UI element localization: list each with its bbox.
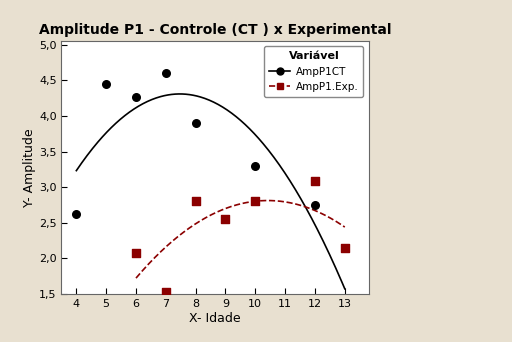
Point bbox=[132, 94, 140, 100]
Point bbox=[191, 199, 200, 204]
Point bbox=[251, 199, 260, 204]
Title: Amplitude P1 - Controle (CT ) x Experimental: Amplitude P1 - Controle (CT ) x Experime… bbox=[39, 23, 391, 37]
Point bbox=[340, 245, 349, 251]
Point bbox=[162, 289, 170, 295]
Y-axis label: Y- Amplitude: Y- Amplitude bbox=[23, 128, 36, 207]
Point bbox=[311, 202, 319, 208]
Point bbox=[191, 120, 200, 126]
Point bbox=[251, 163, 260, 169]
Point bbox=[162, 70, 170, 76]
Point bbox=[132, 251, 140, 256]
Point bbox=[221, 216, 229, 222]
Point bbox=[311, 178, 319, 184]
X-axis label: X- Idade: X- Idade bbox=[189, 312, 241, 325]
Point bbox=[72, 212, 80, 217]
Point bbox=[102, 81, 110, 87]
Legend: AmpP1CT, AmpP1.Exp.: AmpP1CT, AmpP1.Exp. bbox=[264, 46, 364, 97]
